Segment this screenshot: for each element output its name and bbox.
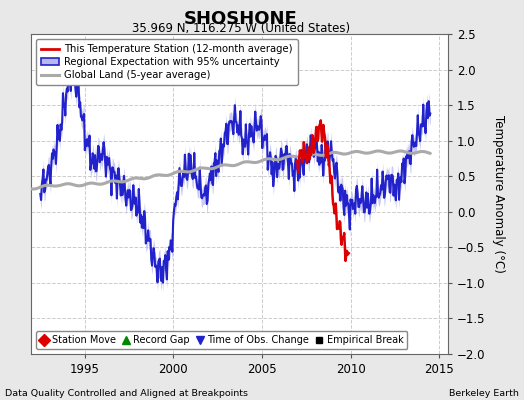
Y-axis label: Temperature Anomaly (°C): Temperature Anomaly (°C) [492, 115, 505, 273]
Text: Data Quality Controlled and Aligned at Breakpoints: Data Quality Controlled and Aligned at B… [5, 389, 248, 398]
Text: Berkeley Earth: Berkeley Earth [449, 389, 519, 398]
Legend: Station Move, Record Gap, Time of Obs. Change, Empirical Break: Station Move, Record Gap, Time of Obs. C… [36, 331, 408, 349]
Text: 35.969 N, 116.275 W (United States): 35.969 N, 116.275 W (United States) [132, 22, 350, 35]
Text: SHOSHONE: SHOSHONE [184, 10, 298, 28]
